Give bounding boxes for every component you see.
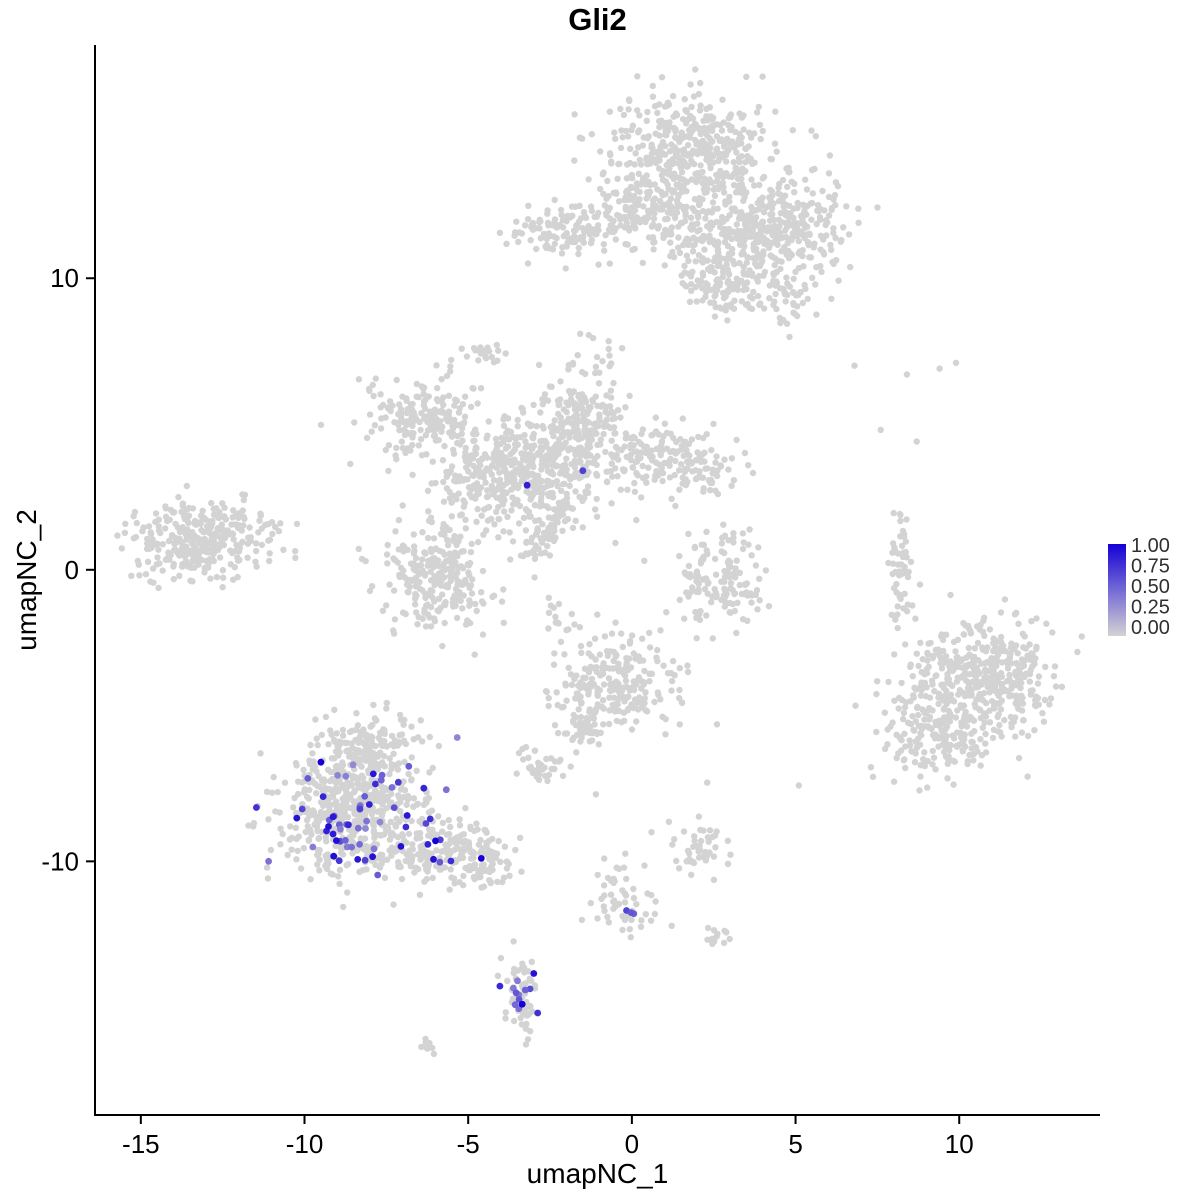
- x-tick-label: -15: [122, 1129, 160, 1159]
- x-tick-label: -5: [457, 1129, 480, 1159]
- y-tick-label: 10: [50, 263, 79, 293]
- legend-tick-label: 0.75: [1131, 556, 1170, 578]
- legend-gradient-bar: [1108, 544, 1126, 636]
- legend-colorbar: 1.000.750.500.250.00: [1108, 535, 1170, 639]
- plot-title: Gli2: [568, 2, 627, 37]
- points-layer: [114, 66, 1086, 1058]
- legend-tick-label: 0.25: [1131, 597, 1170, 619]
- y-tick-label: 0: [65, 555, 79, 585]
- legend-tick-label: 0.00: [1131, 617, 1170, 639]
- axes: [86, 45, 1100, 1124]
- axis-tick-labels: -15 -10 -5 0 5 10 -10 0 10: [41, 263, 973, 1159]
- x-tick-label: -10: [286, 1129, 324, 1159]
- x-tick-label: 0: [625, 1129, 639, 1159]
- legend-tick-label: 1.00: [1131, 535, 1170, 557]
- x-tick-label: 10: [945, 1129, 974, 1159]
- legend-tick-label: 0.50: [1131, 576, 1170, 598]
- x-axis-label: umapNC_1: [526, 1158, 669, 1189]
- y-tick-label: -10: [41, 846, 79, 876]
- x-tick-label: 5: [788, 1129, 802, 1159]
